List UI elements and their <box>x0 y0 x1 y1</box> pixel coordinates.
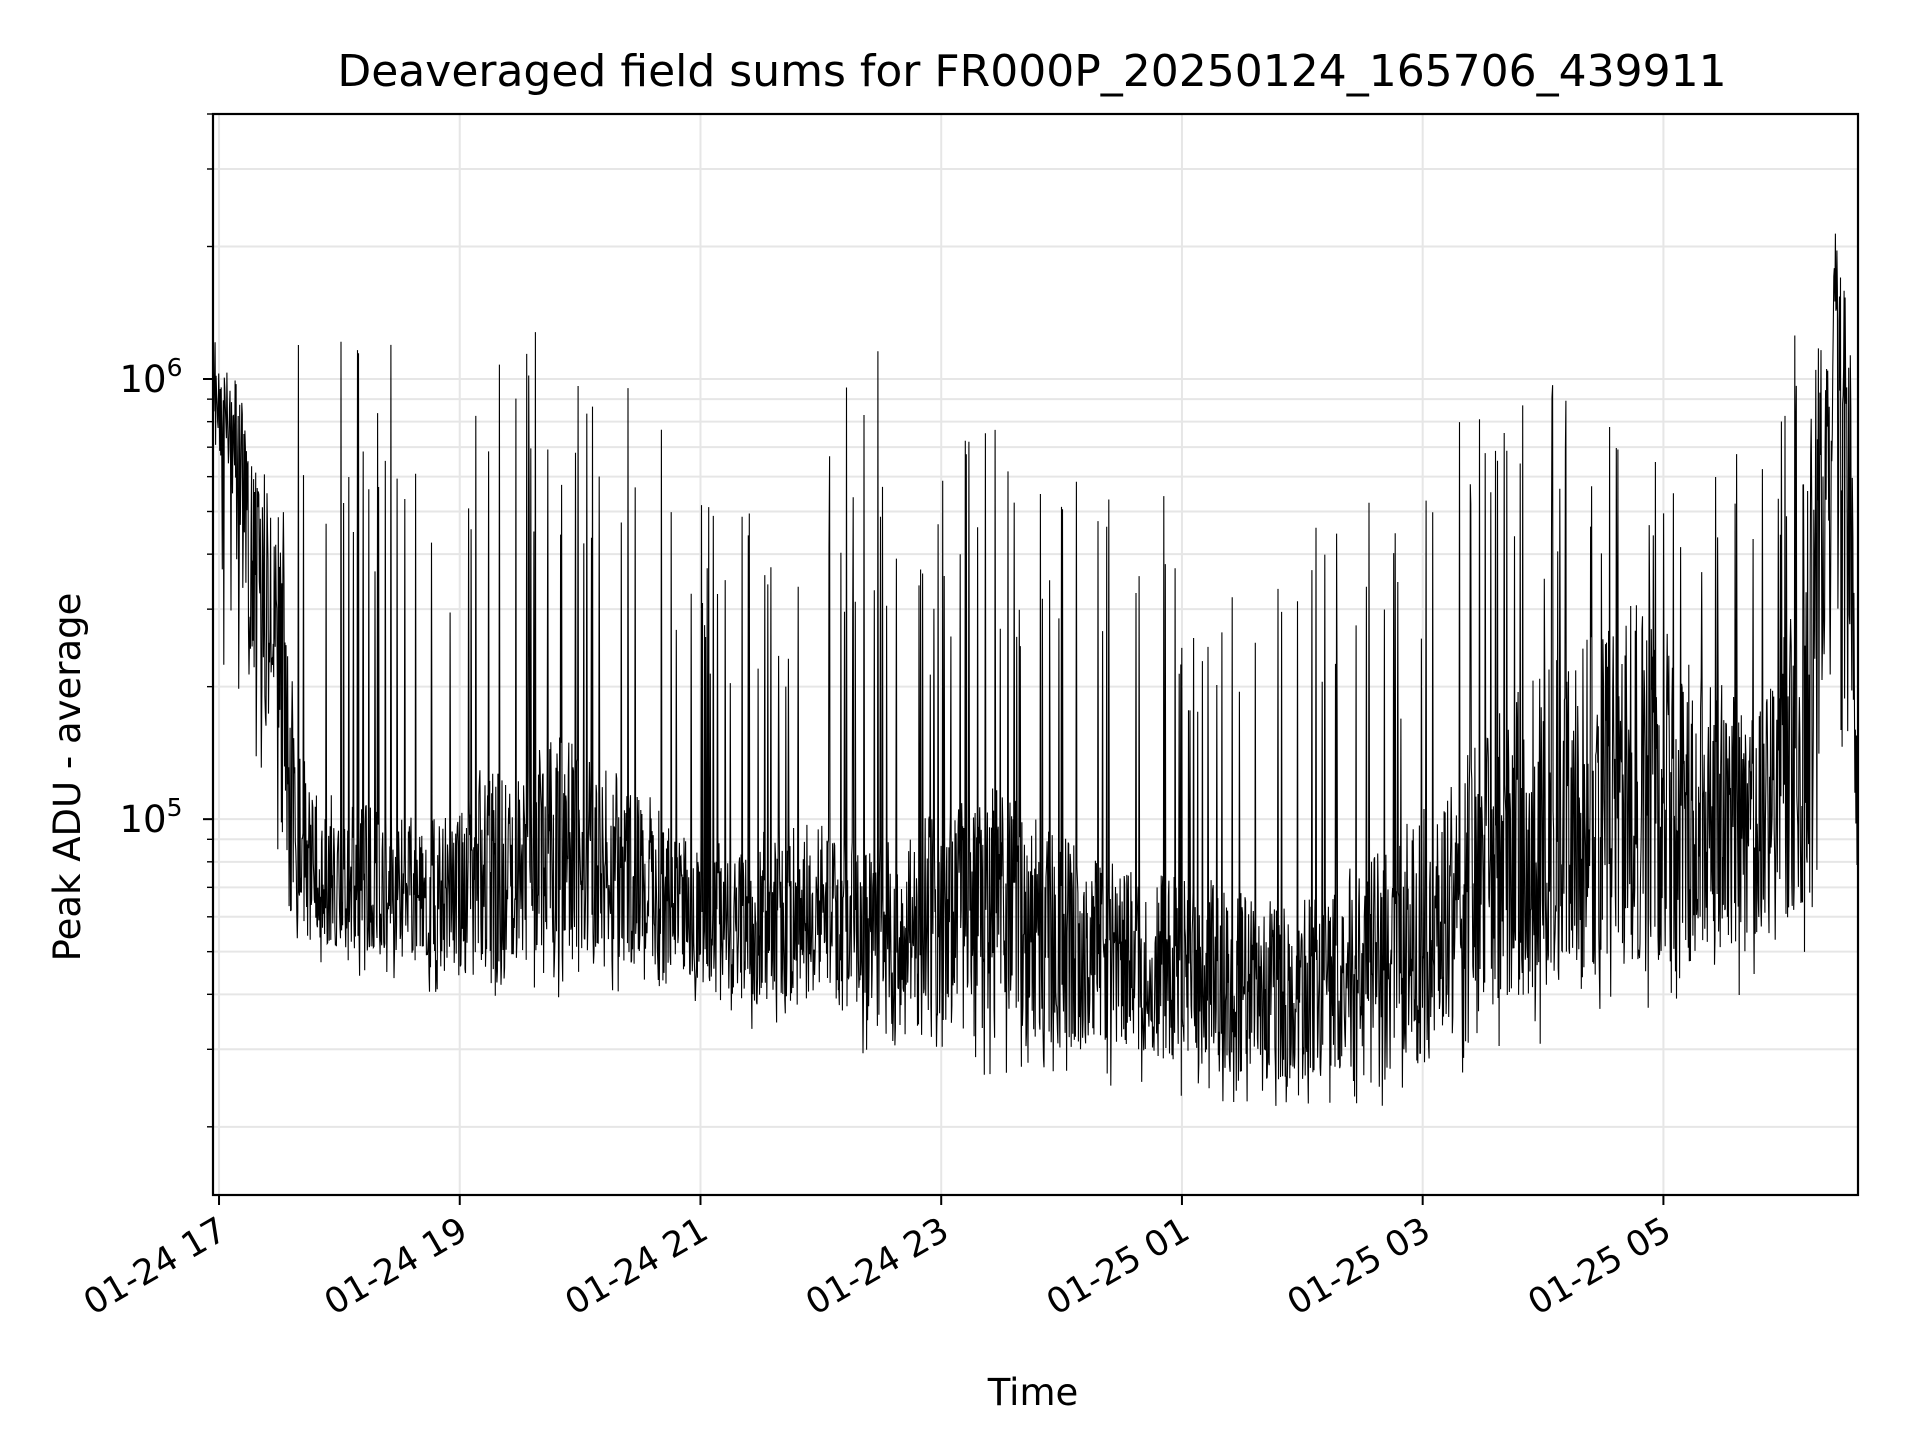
plot-frame <box>211 112 1860 1197</box>
x-axis-label: Time <box>987 1371 1079 1414</box>
series-line <box>212 233 1859 1106</box>
chart-title: Deaveraged field sums for FR000P_2025012… <box>337 46 1726 97</box>
y-axis-label: Peak ADU - average <box>46 593 89 962</box>
